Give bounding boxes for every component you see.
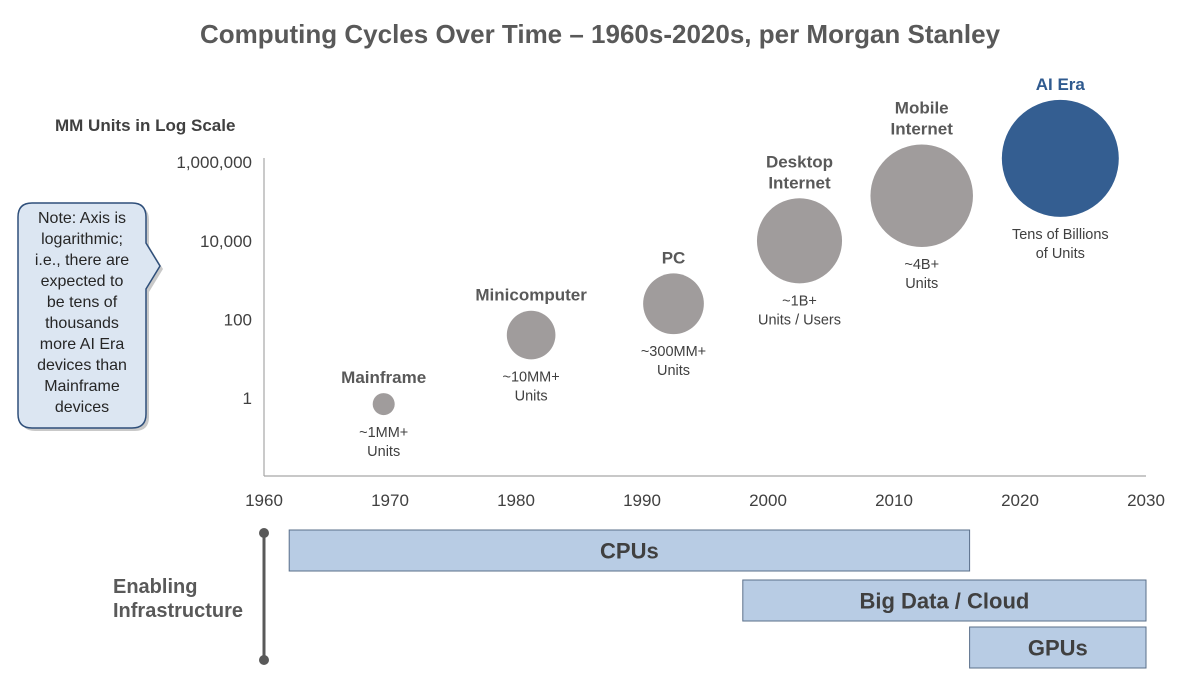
era-units-label: of Units [1036,246,1085,262]
bubble-point [372,393,395,416]
y-tick-label: 1 [243,389,252,408]
era-units-label: ~4B+ [904,257,939,273]
note-line: devices [55,399,109,416]
era-label: AI Era [1036,75,1086,94]
era-units-label: Tens of Billions [1012,227,1109,243]
y-axis-label: MM Units in Log Scale [55,116,235,135]
x-tick-label: 1980 [497,491,535,510]
infra-label: Infrastructure [113,600,243,622]
infra-bar-label: Big Data / Cloud [859,589,1029,614]
note-line: devices than [37,357,127,374]
note-line: thousands [45,315,119,332]
y-tick-label: 100 [224,310,252,329]
x-tick-label: 2030 [1127,491,1165,510]
infra-bar [969,626,1147,669]
infra-bar [288,529,971,572]
note-line: more AI Era [40,336,125,353]
infra-timeline-start-dot [259,528,269,538]
bubble-point [870,144,973,248]
note-line: Note: Axis is [38,210,126,227]
y-tick-label: 10,000 [200,232,252,251]
bubble-series: Mainframe ~1MM+ Units Minicomputer ~10MM+ Uni… [341,75,1119,460]
x-tick-label: 1990 [623,491,661,510]
bubble-point [756,198,843,284]
x-tick-label: 2020 [1001,491,1039,510]
era-label: Internet [768,173,831,192]
era-units-label: Units [905,276,938,292]
y-tick-labels: 1 100 10,000 1,000,000 [176,153,252,408]
chart-title: Computing Cycles Over Time – 1960s-2020s… [200,19,1001,49]
era-label: Internet [891,120,954,139]
x-tick-label: 2000 [749,491,787,510]
era-units-label: Units / Users [758,312,841,328]
era-label: Desktop [766,152,833,171]
infra-bar [742,579,1147,622]
note-line: logarithmic; [41,231,123,248]
x-tick-label: 1960 [245,491,283,510]
x-tick-label: 1970 [371,491,409,510]
era-label: PC [662,248,686,267]
infra-bar-label: GPUs [1028,636,1088,661]
era-label: Minicomputer [475,286,587,305]
axis-note-callout: Note: Axis is logarithmic; i.e., there are… [17,202,163,431]
era-units-label: ~300MM+ [641,344,706,360]
infra-bar-label: CPUs [600,539,659,564]
era-units-label: Units [515,388,548,404]
era-units-label: ~10MM+ [503,369,560,385]
bubble-point [506,310,556,360]
infra-timeline-end-dot [259,655,269,665]
y-tick-label: 1,000,000 [176,153,252,172]
x-tick-labels: 1960 1970 1980 1990 2000 2010 2020 2030 [245,491,1165,510]
note-line: i.e., there are [35,252,129,269]
x-tick-label: 2010 [875,491,913,510]
era-label: Mainframe [341,368,426,387]
bubble-point [1001,99,1119,217]
era-label: Mobile [895,99,949,118]
infra-label: Enabling [113,576,197,598]
era-units-label: ~1MM+ [359,425,408,441]
note-line: expected to [41,273,124,290]
note-box [17,202,161,429]
era-units-label: Units [367,444,400,460]
era-units-label: Units [657,363,690,379]
note-line: Mainframe [44,378,120,395]
era-units-label: ~1B+ [782,293,817,309]
bubble-point [643,273,704,335]
note-line: be tens of [47,294,118,311]
